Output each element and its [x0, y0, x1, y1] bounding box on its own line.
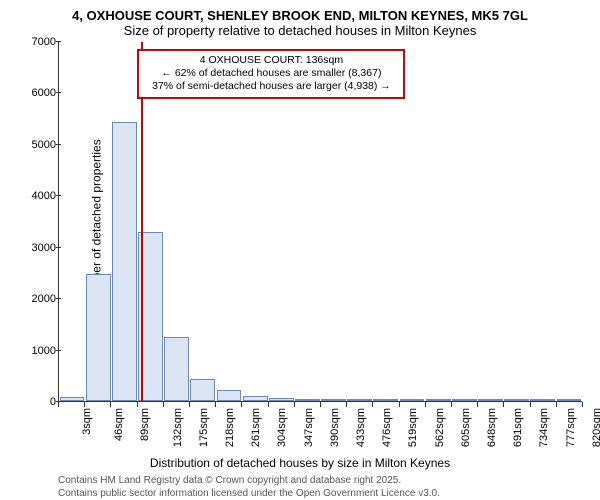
histogram-bar — [452, 399, 477, 401]
x-tick-label: 648sqm — [486, 408, 498, 447]
x-tick-label: 562sqm — [434, 408, 446, 447]
x-tick-label: 175sqm — [198, 408, 210, 447]
annotation-line3: 37% of semi-detached houses are larger (… — [145, 80, 397, 93]
y-tick-label: 7000 — [22, 36, 56, 48]
histogram-bar — [426, 399, 451, 401]
footer-line1: Contains HM Land Registry data © Crown c… — [58, 474, 592, 487]
x-tick-label: 132sqm — [172, 408, 184, 447]
histogram-bar — [347, 399, 372, 401]
x-tick-label: 820sqm — [591, 408, 600, 447]
x-tick-label: 304sqm — [277, 408, 289, 447]
histogram-bar — [373, 399, 398, 401]
annotation-box: 4 OXHOUSE COURT: 136sqm ← 62% of detache… — [137, 49, 405, 98]
footer: Contains HM Land Registry data © Crown c… — [58, 474, 592, 500]
histogram-bar — [530, 399, 555, 401]
y-tick-label: 1000 — [22, 345, 56, 357]
x-tick-label: 605sqm — [460, 408, 472, 447]
y-tick-label: 2000 — [22, 293, 56, 305]
x-tick-label: 46sqm — [113, 408, 125, 441]
y-tick-label: 4000 — [22, 190, 56, 202]
y-tick-label: 5000 — [22, 139, 56, 151]
x-tick-label: 3sqm — [81, 408, 93, 435]
histogram-bar — [243, 396, 268, 401]
x-tick-label: 390sqm — [329, 408, 341, 447]
x-tick-label: 347sqm — [303, 408, 315, 447]
x-tick-label: 218sqm — [224, 408, 236, 447]
x-tick-label: 476sqm — [381, 408, 393, 447]
histogram-bar — [269, 398, 294, 401]
x-tick-label: 89sqm — [139, 408, 151, 441]
histogram-bar — [190, 379, 215, 401]
y-tick-label: 3000 — [22, 242, 56, 254]
histogram-bar — [60, 397, 85, 401]
annotation-line1: 4 OXHOUSE COURT: 136sqm — [145, 54, 397, 67]
title-line2: Size of property relative to detached ho… — [8, 23, 592, 38]
title-block: 4, OXHOUSE COURT, SHENLEY BROOK END, MIL… — [8, 8, 592, 38]
plot-area: 4 OXHOUSE COURT: 136sqm ← 62% of detache… — [58, 42, 582, 402]
histogram-bar — [478, 399, 503, 401]
x-tick-label: 519sqm — [408, 408, 420, 447]
title-line1: 4, OXHOUSE COURT, SHENLEY BROOK END, MIL… — [8, 8, 592, 23]
chart: Number of detached properties 0100020003… — [58, 42, 582, 402]
histogram-bar — [217, 390, 242, 401]
x-ticks: 3sqm 46sqm 89sqm 132sqm 175sqm 218sqm 261sqm 30… — [58, 402, 582, 456]
footer-line2: Contains public sector information licen… — [58, 487, 592, 500]
x-tick-label: 691sqm — [512, 408, 524, 447]
histogram-bar — [400, 399, 425, 401]
annotation-line2: ← 62% of detached houses are smaller (8,… — [145, 67, 397, 80]
histogram-bar — [86, 274, 111, 401]
x-tick-label: 777sqm — [565, 408, 577, 447]
histogram-bar — [295, 399, 320, 401]
x-axis-label: Distribution of detached houses by size … — [8, 456, 592, 470]
x-tick-label: 734sqm — [539, 408, 551, 447]
x-tick-label: 433sqm — [355, 408, 367, 447]
y-tick-label: 0 — [22, 396, 56, 408]
y-ticks: 01000200030004000500060007000 — [22, 42, 56, 402]
x-tick-label: 261sqm — [250, 408, 262, 447]
histogram-bar — [321, 399, 346, 401]
histogram-bar — [504, 399, 529, 401]
y-tick-label: 6000 — [22, 87, 56, 99]
histogram-bar — [164, 337, 189, 401]
histogram-bar — [557, 399, 582, 401]
histogram-bar — [112, 122, 137, 402]
